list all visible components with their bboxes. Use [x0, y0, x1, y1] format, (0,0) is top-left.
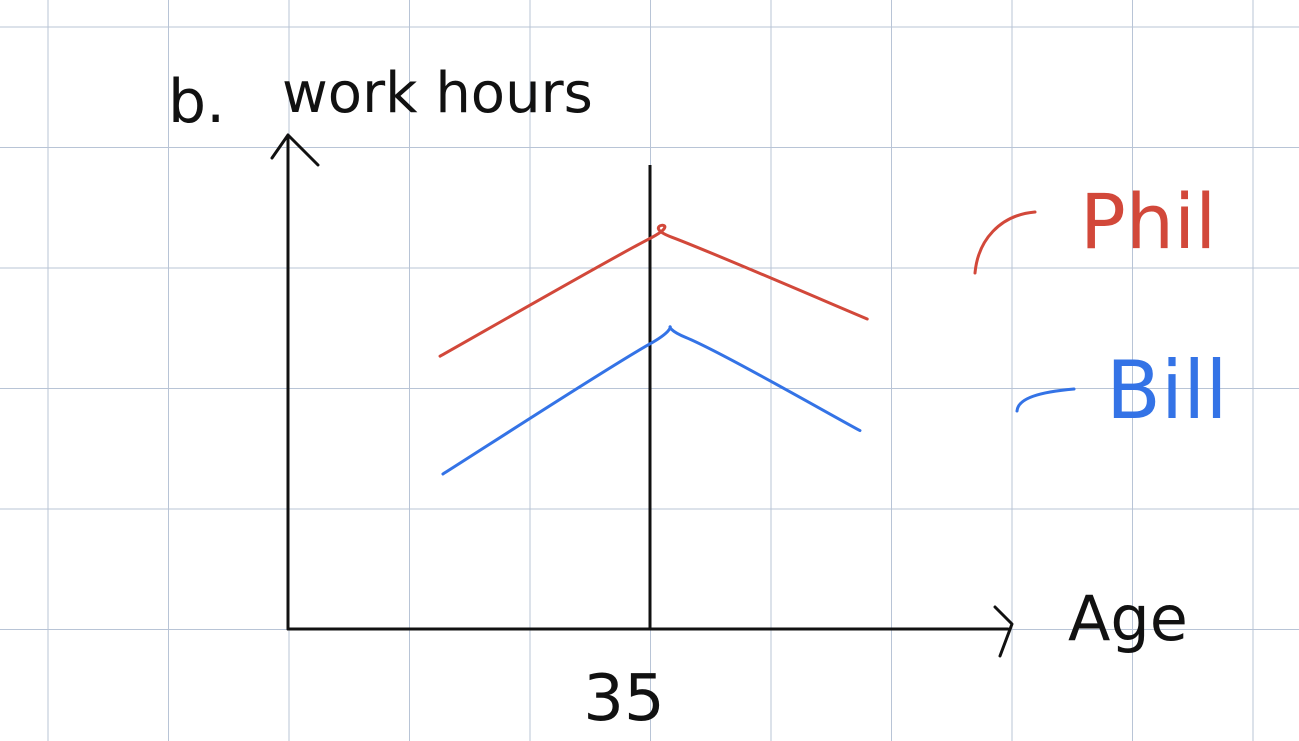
legend-bill: Bill [1106, 344, 1228, 437]
series-line-phil [438, 223, 869, 358]
age-35-tick-label: 35 [583, 662, 664, 736]
series-layer [438, 223, 869, 476]
y-axis-label: work hours [282, 61, 593, 126]
part-label: b. [168, 67, 225, 137]
series-line-bill [441, 325, 862, 476]
phil-legend-leader [973, 210, 1037, 275]
y-axis [270, 133, 320, 631]
x-axis [286, 605, 1014, 658]
legend-phil: Phil [1080, 177, 1216, 266]
x-axis-label: Age [1068, 582, 1188, 655]
bill-legend-leader [1015, 387, 1076, 413]
